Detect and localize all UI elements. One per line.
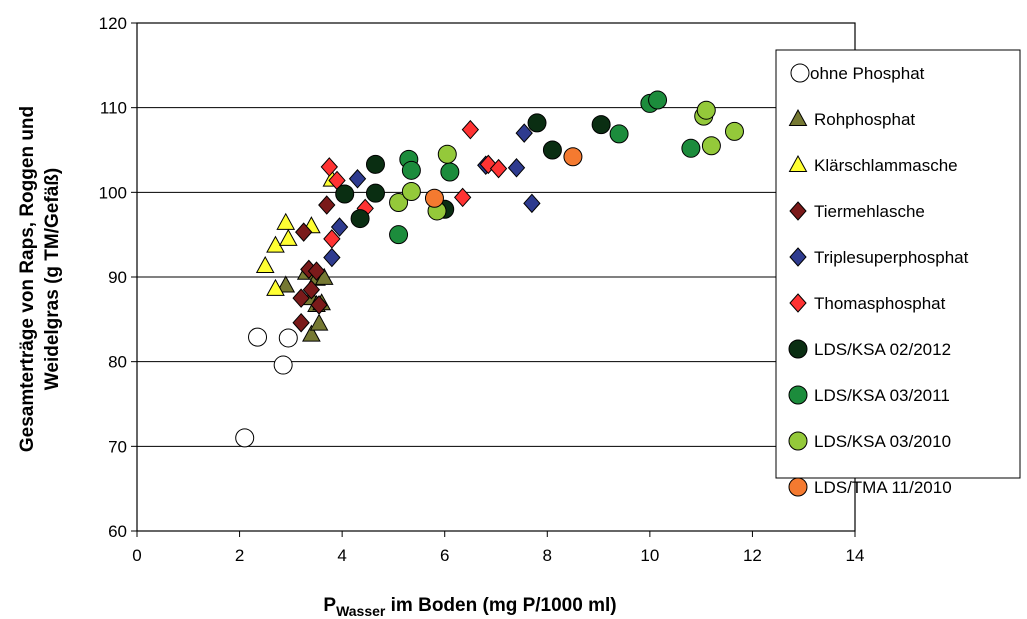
y-tick-label: 90	[108, 268, 127, 287]
x-tick-label: 12	[743, 546, 762, 565]
x-tick-label: 0	[132, 546, 141, 565]
data-point	[696, 100, 716, 120]
legend-label: Rohphosphat	[814, 110, 915, 129]
y-tick-label: 120	[99, 14, 127, 33]
y-axis-ticks: 60 70 80 90 100 110 120	[99, 14, 137, 541]
data-point	[724, 121, 744, 141]
data-point	[276, 212, 296, 230]
data-point	[335, 184, 355, 204]
data-point	[365, 183, 385, 203]
data-point	[440, 162, 460, 182]
legend-label: Thomasphosphat	[814, 294, 946, 313]
data-point	[295, 222, 313, 242]
data-point	[302, 279, 321, 300]
data-point	[235, 428, 255, 448]
x-tick-label: 14	[846, 546, 865, 565]
data-points	[235, 90, 744, 448]
data-point	[309, 313, 329, 331]
data-point	[401, 181, 421, 201]
legend-label: LDS/KSA 03/2011	[814, 386, 950, 405]
data-point	[278, 328, 298, 348]
data-point	[701, 136, 721, 156]
data-point	[489, 158, 508, 179]
legend-marker	[789, 201, 807, 221]
data-point	[591, 115, 611, 135]
y-tick-label: 70	[108, 437, 127, 456]
data-point	[424, 188, 444, 208]
data-point	[276, 275, 296, 293]
data-point	[273, 355, 293, 375]
data-point	[437, 144, 457, 164]
data-point	[453, 187, 472, 208]
legend-marker	[789, 293, 807, 313]
data-point	[320, 157, 338, 177]
x-tick-label: 8	[543, 546, 552, 565]
legend-label: LDS/KSA 03/2010	[814, 432, 951, 451]
data-point	[266, 278, 285, 296]
data-point	[389, 192, 409, 212]
legend-label: Tiermehlasche	[814, 202, 925, 221]
data-point	[323, 247, 341, 268]
data-point	[292, 288, 310, 308]
legend-label: LDS/TMA 11/2010	[814, 478, 952, 497]
data-point	[527, 113, 547, 133]
legend-label: ohne Phosphat	[810, 64, 925, 83]
y-tick-label: 110	[100, 99, 127, 118]
data-point	[310, 295, 328, 315]
y-tick-label: 60	[108, 522, 127, 541]
data-point	[542, 140, 562, 160]
data-point	[266, 235, 285, 253]
grid-lines	[137, 107, 855, 447]
data-point	[255, 255, 275, 273]
x-axis-ticks: 0 2 4 6 8 10 12 14	[132, 531, 864, 565]
y-axis-title-line2: Weidelgras (g TM/Gefäß)	[42, 168, 63, 390]
data-point	[292, 312, 310, 333]
legend-marker	[788, 431, 808, 451]
data-point	[350, 209, 370, 229]
x-tick-label: 2	[235, 546, 244, 565]
legend-marker	[788, 154, 808, 172]
y-tick-label: 100	[99, 183, 127, 202]
data-point	[648, 90, 668, 110]
legend-label: Triplesuperphosphat	[814, 248, 969, 267]
legend-label: LDS/KSA 02/2012	[814, 340, 951, 359]
data-point	[318, 195, 336, 215]
data-point	[248, 327, 268, 347]
data-point	[278, 228, 298, 246]
legend-marker	[788, 339, 808, 359]
data-point	[302, 324, 321, 342]
data-point	[515, 123, 533, 143]
legend-marker	[790, 63, 810, 83]
x-tick-label: 10	[640, 546, 659, 565]
legend-marker	[788, 108, 808, 126]
data-point	[348, 169, 367, 189]
legend-marker	[789, 247, 807, 267]
legend: ohne Phosphat Rohphosphat Klärschlammasche…	[775, 49, 1021, 497]
data-point	[401, 160, 421, 180]
legend-label: Klärschlammasche	[814, 156, 958, 175]
data-point	[323, 229, 341, 249]
data-point	[365, 154, 385, 174]
data-point	[507, 158, 526, 178]
y-axis-title-line1: Gesamterträge von Raps, Roggen und	[17, 106, 38, 452]
x-axis-title: PWasser im Boden (mg P/1000 ml)	[323, 595, 616, 619]
x-tick-label: 6	[440, 546, 449, 565]
data-point	[523, 193, 541, 214]
data-point	[330, 217, 349, 237]
legend-marker	[788, 477, 808, 497]
data-point	[307, 261, 326, 281]
y-tick-label: 80	[108, 353, 127, 372]
data-point	[609, 124, 629, 144]
legend-box	[775, 49, 1021, 479]
data-point	[681, 138, 701, 158]
data-point	[563, 147, 583, 167]
legend-marker	[788, 385, 808, 405]
data-point	[461, 119, 480, 140]
data-point	[389, 225, 409, 245]
x-tick-label: 4	[337, 546, 346, 565]
